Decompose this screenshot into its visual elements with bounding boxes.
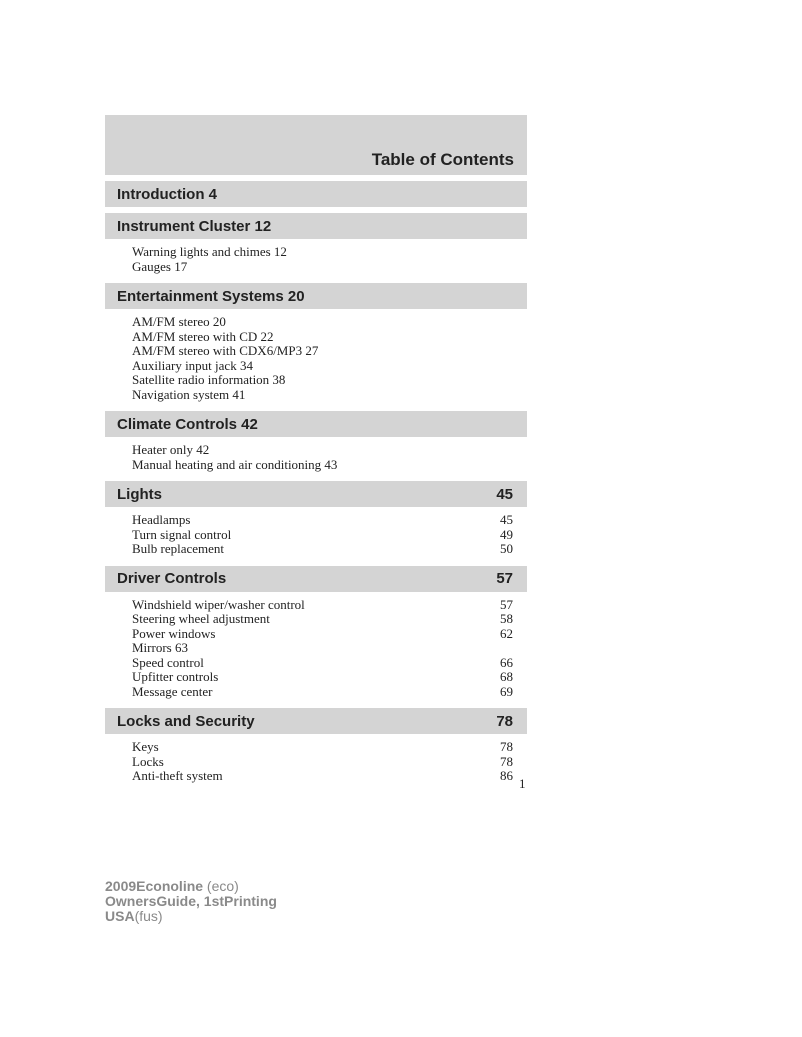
section-heading[interactable]: Lights 45 — [105, 481, 527, 507]
section-title: Driver Controls — [117, 570, 227, 587]
footer-guide: OwnersGuide, 1stPrinting — [105, 893, 277, 909]
toc-entry[interactable]: Message center 69 — [132, 683, 513, 700]
section-heading[interactable]: Instrument Cluster 12 — [105, 213, 527, 239]
entry-title: AM/FM stereo 20 — [132, 314, 226, 329]
entry-page: 62 — [500, 625, 513, 641]
entry-title: Message center — [132, 683, 213, 699]
toc-entry[interactable]: Satellite radio information 38 — [132, 372, 513, 388]
section-items: Warning lights and chimes 12 Gauges 17 — [105, 239, 527, 277]
toc-sections: Introduction 4 Instrument Cluster 12 Warni… — [105, 181, 527, 787]
footer-market: USA — [105, 908, 135, 924]
entry-title: Bulb replacement — [132, 541, 225, 556]
entry-title: Manual heating and air conditioning 43 — [132, 456, 338, 472]
entry-page: 57 — [500, 596, 513, 612]
entry-title: Satellite radio information 38 — [132, 372, 286, 387]
section-items: Headlamps 45 Turn signal control 49 Bulb rep… — [105, 507, 527, 560]
section-title: Lights — [117, 485, 162, 503]
section-title: Climate Controls 42 — [117, 415, 258, 433]
footer-market-code: (fus) — [134, 908, 163, 924]
section-items: Heater only 42 Manual heating and air con… — [105, 437, 527, 475]
entry-title: Upfitter controls — [132, 669, 219, 684]
section-title: Locks and Security — [117, 712, 255, 730]
section-items: AM/FM stereo 20 AM/FM stereo with CD 22 AM… — [105, 309, 527, 405]
section-items: Windshield wiper/washer control 57 Steerin… — [105, 592, 527, 703]
entry-title: Turn signal control — [132, 526, 232, 542]
toc-entry[interactable]: Steering wheel adjustment 58 — [132, 611, 513, 627]
entry-page: 78 — [500, 753, 513, 769]
section-page: 45 — [496, 485, 513, 503]
toc-entry[interactable]: AM/FM stereo with CDX6/MP3 27 — [132, 343, 513, 359]
toc-entry[interactable]: Warning lights and chimes 12 — [132, 244, 513, 260]
entry-title: Gauges 17 — [132, 258, 188, 274]
section-page: 57 — [496, 570, 513, 587]
section-heading[interactable]: Driver Controls 57 — [105, 565, 527, 592]
entry-title: Steering wheel adjustment — [132, 611, 270, 626]
toc-entry[interactable]: Locks 78 — [132, 753, 513, 770]
section-title: Introduction 4 — [117, 185, 217, 203]
section-title: Instrument Cluster 12 — [117, 217, 272, 235]
entry-title: Mirrors 63 — [132, 640, 188, 655]
toc-header: Table of Contents — [105, 115, 527, 175]
toc-panel: Table of Contents Introduction 4 Instrume… — [105, 115, 527, 787]
entry-title: Power windows — [132, 625, 216, 641]
toc-entry[interactable]: Auxiliary input jack 34 — [132, 357, 513, 374]
section-heading[interactable]: Locks and Security 78 — [105, 708, 527, 734]
section-heading[interactable]: Introduction 4 — [105, 181, 527, 207]
entry-page: 58 — [500, 611, 513, 626]
page-title: Table of Contents — [371, 150, 514, 169]
entry-title: Locks — [132, 753, 164, 769]
entry-title: Speed control — [132, 654, 204, 670]
entry-page: 69 — [500, 683, 513, 699]
toc-entry[interactable]: Turn signal control 49 — [132, 526, 513, 543]
toc-entry[interactable]: Windshield wiper/washer control 57 — [132, 596, 513, 613]
toc-entry[interactable]: AM/FM stereo with CD 22 — [132, 328, 513, 345]
toc-entry[interactable]: Headlamps 45 — [132, 512, 513, 528]
toc-entry[interactable]: Manual heating and air conditioning 43 — [132, 456, 513, 473]
section-heading[interactable]: Entertainment Systems 20 — [105, 283, 527, 309]
toc-entry[interactable]: Gauges 17 — [132, 258, 513, 275]
entry-page: 49 — [500, 526, 513, 542]
footer: 2009Econoline (eco) OwnersGuide, 1stPrin… — [105, 879, 277, 924]
toc-entry[interactable]: Speed control 66 — [132, 654, 513, 671]
entry-title: Auxiliary input jack 34 — [132, 357, 253, 373]
toc-entry[interactable]: Mirrors 63 — [132, 640, 513, 656]
toc-entry[interactable]: Navigation system 41 — [132, 386, 513, 403]
section-title: Entertainment Systems 20 — [117, 287, 305, 305]
entry-title: AM/FM stereo with CD 22 — [132, 328, 274, 344]
entry-page: 78 — [500, 739, 513, 754]
footer-model-code: (eco) — [203, 878, 239, 894]
section-page: 78 — [496, 712, 513, 730]
entry-title: Headlamps — [132, 512, 191, 527]
entry-page: 45 — [500, 512, 513, 527]
entry-page: 66 — [500, 654, 513, 670]
toc-entry[interactable]: AM/FM stereo 20 — [132, 314, 513, 330]
entry-page: 68 — [500, 669, 513, 684]
toc-entry[interactable]: Bulb replacement 50 — [132, 541, 513, 557]
toc-entry[interactable]: Heater only 42 — [132, 442, 513, 458]
section-heading[interactable]: Climate Controls 42 — [105, 411, 527, 437]
toc-entry[interactable]: Power windows 62 — [132, 625, 513, 642]
page-number: 1 — [519, 776, 526, 791]
entry-page: 50 — [500, 541, 513, 556]
entry-title: Navigation system 41 — [132, 386, 246, 402]
entry-title: Keys — [132, 739, 159, 754]
entry-title: Anti-theft system — [132, 768, 223, 783]
entry-title: Warning lights and chimes 12 — [132, 244, 287, 259]
entry-title: AM/FM stereo with CDX6/MP3 27 — [132, 343, 319, 358]
entry-title: Heater only 42 — [132, 442, 210, 457]
toc-entry[interactable]: Keys 78 — [132, 739, 513, 755]
toc-entry[interactable]: Anti-theft system 86 — [132, 768, 513, 784]
section-items: Keys 78 Locks 78 Anti-theft system 86 — [105, 734, 527, 787]
entry-title: Windshield wiper/washer control — [132, 596, 305, 612]
entry-page: 86 — [500, 768, 513, 783]
footer-model: 2009Econoline — [105, 878, 204, 894]
toc-entry[interactable]: Upfitter controls 68 — [132, 669, 513, 685]
